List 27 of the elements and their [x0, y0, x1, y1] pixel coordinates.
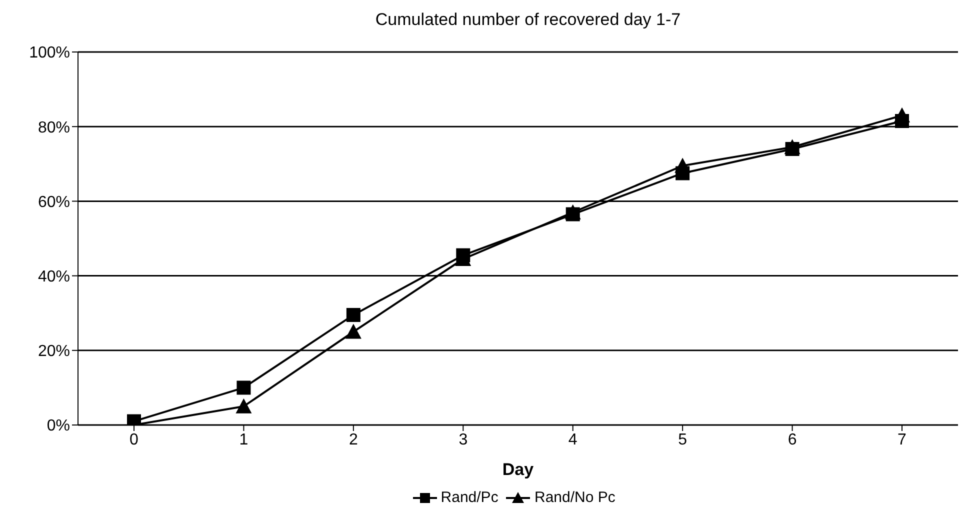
point — [345, 324, 362, 339]
x-tick-label: 5 — [678, 431, 688, 448]
point — [676, 166, 690, 180]
x-tick-label: 4 — [568, 431, 578, 448]
point — [346, 308, 360, 322]
legend-label: Rand/No Pc — [534, 489, 616, 506]
y-tick-label: 100% — [29, 44, 70, 62]
point — [236, 380, 251, 395]
x-tick-label: 7 — [898, 431, 907, 448]
x-axis-title: Day — [502, 460, 534, 479]
legend-label: Rand/Pc — [440, 489, 498, 506]
point — [785, 142, 800, 156]
y-tick-label: 0% — [46, 418, 70, 435]
y-tick-label: 60% — [38, 194, 70, 211]
point — [236, 398, 252, 414]
point — [895, 114, 909, 128]
y-tick-label: 40% — [38, 268, 70, 286]
x-tick-label: 3 — [458, 431, 468, 448]
chart-title: Cumulated number of recovered day 1-7 — [374, 9, 682, 31]
point — [456, 248, 470, 262]
x-tick-label: 0 — [130, 431, 139, 448]
y-tick-label: 20% — [38, 343, 70, 360]
y-tick-label: 80% — [38, 119, 70, 136]
x-tick-label: 1 — [239, 431, 248, 448]
point — [566, 207, 580, 222]
x-tick-label: 2 — [348, 431, 358, 448]
x-tick-label: 6 — [788, 431, 797, 448]
